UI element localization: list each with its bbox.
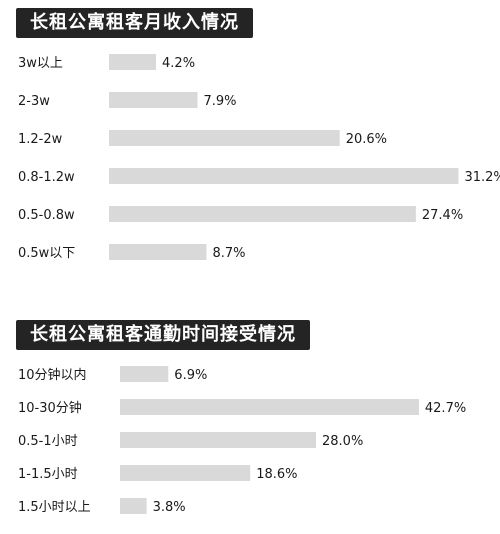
- commute-value-label: 28.0%: [322, 434, 363, 449]
- income-value-label: 8.7%: [212, 246, 245, 261]
- income-chart-panel: 长租公寓租客月收入情况 3w以上 4.2% 2-3w 7.9% 1.2-2w 20.6% 0…: [16, 8, 500, 261]
- commute-value-label: 6.9%: [174, 368, 207, 383]
- income-category-label: 1.2-2w: [18, 132, 63, 147]
- income-category-label: 0.5w以下: [18, 246, 75, 261]
- income-category-label: 3w以上: [18, 56, 63, 71]
- income-bar: [109, 54, 157, 70]
- commute-category-label: 0.5-1小时: [18, 434, 78, 449]
- commute-bar-chart: 10分钟以内 6.9% 10-30分钟 42.7% 0.5-1小时 28.0% 1-1.5小…: [18, 366, 466, 515]
- commute-bar: [120, 366, 169, 382]
- income-category-label: 0.8-1.2w: [18, 170, 75, 185]
- commute-value-label: 18.6%: [256, 467, 297, 482]
- income-value-label: 27.4%: [422, 208, 463, 223]
- commute-category-label: 1-1.5小时: [18, 467, 78, 482]
- income-value-label: 20.6%: [346, 132, 387, 147]
- commute-bar: [120, 465, 251, 481]
- income-bar: [109, 168, 459, 184]
- commute-bar: [120, 432, 316, 448]
- income-chart-title: 长租公寓租客月收入情况: [16, 8, 253, 38]
- income-bar: [109, 244, 207, 260]
- income-category-label: 2-3w: [18, 94, 50, 109]
- commute-category-label: 1.5小时以上: [18, 500, 91, 515]
- income-category-label: 0.5-0.8w: [18, 208, 75, 223]
- commute-bar: [120, 498, 147, 514]
- income-bar: [109, 130, 340, 146]
- income-bar: [109, 92, 198, 108]
- income-bar: [109, 206, 416, 222]
- commute-chart-panel: 长租公寓租客通勤时间接受情况 10分钟以内 6.9% 10-30分钟 42.7% 0.5…: [0, 312, 500, 532]
- commute-value-label: 42.7%: [425, 401, 466, 416]
- commute-category-label: 10-30分钟: [18, 400, 82, 416]
- commute-value-label: 3.8%: [153, 500, 186, 515]
- income-value-label: 4.2%: [162, 56, 195, 71]
- income-value-label: 31.2%: [464, 170, 500, 185]
- income-bar-chart: 3w以上 4.2% 2-3w 7.9% 1.2-2w 20.6% 0.8-1.2w 31.2%…: [18, 54, 500, 261]
- income-value-label: 7.9%: [203, 94, 236, 109]
- commute-category-label: 10分钟以内: [18, 367, 87, 383]
- commute-bar: [120, 399, 419, 415]
- commute-chart-title: 长租公寓租客通勤时间接受情况: [16, 320, 310, 350]
